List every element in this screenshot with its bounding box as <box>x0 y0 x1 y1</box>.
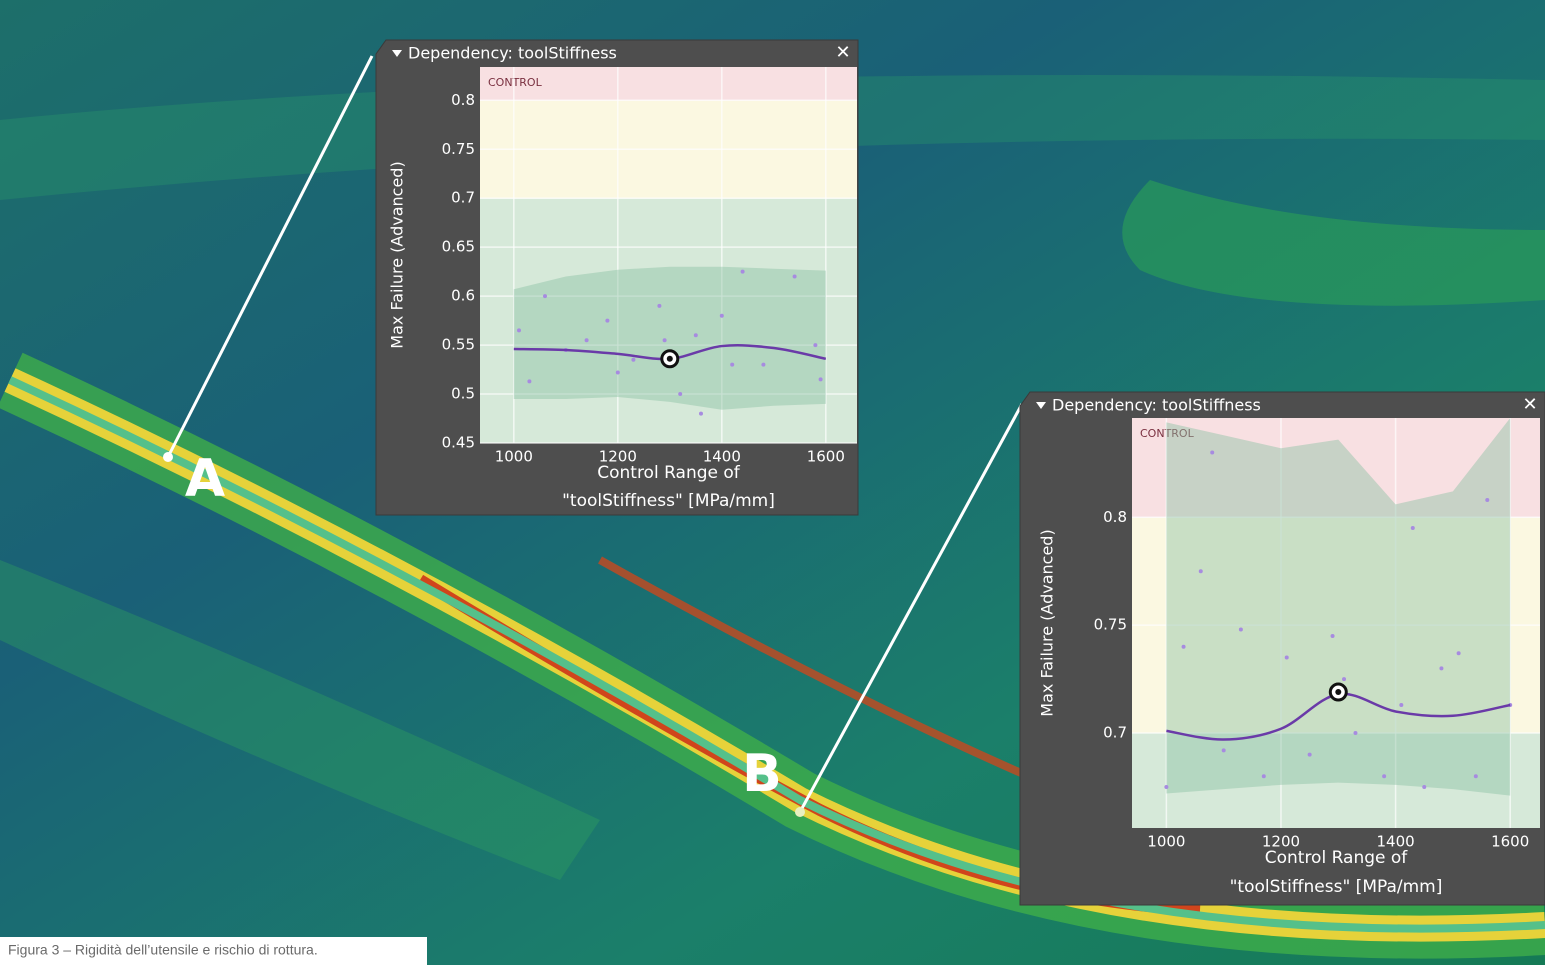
zone-label: CONTROL <box>1140 427 1195 440</box>
y-tick-label: 0.7 <box>1103 724 1127 742</box>
uncertainty-band <box>513 266 826 410</box>
sample-point <box>1198 569 1203 574</box>
sample-point <box>792 274 797 279</box>
y-tick-label: 0.8 <box>1103 508 1127 526</box>
sample-point <box>1181 644 1186 649</box>
x-axis-label: "toolStiffness" [MPa/mm] <box>562 491 775 511</box>
caption: Figura 3 – Rigidità dell’utensile e risc… <box>8 942 318 958</box>
sample-point <box>1221 748 1226 753</box>
leader-line <box>166 55 374 458</box>
x-tick-label: 1600 <box>1491 833 1529 851</box>
selected-point-core <box>666 355 673 362</box>
panel-title: Dependency: toolStiffness <box>1052 396 1261 415</box>
sample-point <box>813 343 818 348</box>
y-tick-label: 0.75 <box>1094 616 1127 634</box>
sample-point <box>740 269 745 274</box>
y-tick-label: 0.65 <box>442 238 475 256</box>
sample-point <box>730 362 735 367</box>
sample-point <box>517 328 521 333</box>
x-axis-label: "toolStiffness" [MPa/mm] <box>1230 877 1443 897</box>
sample-point <box>662 338 667 343</box>
close-button[interactable]: ✕ <box>835 42 850 63</box>
x-axis-label: Control Range of <box>1265 848 1409 868</box>
sample-point <box>543 294 547 299</box>
sample-point <box>605 318 610 323</box>
sample-point <box>719 313 724 318</box>
sample-point <box>1210 450 1215 455</box>
caption-box <box>0 937 427 965</box>
sample-point <box>1473 774 1478 779</box>
probe-label: A <box>185 449 225 509</box>
zone <box>1132 733 1540 828</box>
sample-point <box>1164 785 1169 789</box>
sample-point <box>699 411 703 416</box>
y-tick-label: 0.55 <box>442 336 475 354</box>
x-tick-label: 1200 <box>1262 833 1300 851</box>
background-streak <box>0 560 600 880</box>
sample-point <box>657 303 662 308</box>
sample-point <box>615 370 620 375</box>
y-tick-label: 0.6 <box>451 287 475 305</box>
sample-point <box>1422 785 1427 789</box>
sample-point <box>693 333 698 338</box>
sample-point <box>527 379 532 384</box>
y-tick-label: 0.45 <box>442 434 475 452</box>
stress-hotspot <box>598 556 1062 794</box>
y-tick-label: 0.5 <box>451 385 475 403</box>
sample-point <box>1439 666 1444 671</box>
zone-label: CONTROL <box>488 76 543 89</box>
y-tick-label: 0.7 <box>451 189 475 207</box>
sample-point <box>1485 498 1490 502</box>
background-streak <box>1122 180 1545 306</box>
sample-point <box>1307 752 1312 757</box>
y-axis-label: Max Failure (Advanced) <box>388 161 407 348</box>
sample-point <box>678 392 683 397</box>
sample-point <box>1456 651 1461 656</box>
probe-label: B <box>742 744 782 804</box>
probe-point <box>795 807 805 817</box>
sample-point <box>1342 677 1347 682</box>
sample-point <box>584 338 589 343</box>
close-button[interactable]: ✕ <box>1522 394 1537 415</box>
x-tick-label: 1200 <box>599 448 637 466</box>
collapse-toggle[interactable] <box>392 50 402 57</box>
y-tick-label: 0.8 <box>451 91 475 109</box>
panel-title: Dependency: toolStiffness <box>408 44 617 63</box>
sample-point <box>1353 731 1358 736</box>
sample-point <box>1261 774 1266 779</box>
sample-point <box>1410 526 1415 531</box>
selected-point-core <box>1335 689 1342 696</box>
stress-band <box>8 376 1545 933</box>
zone <box>480 198 857 443</box>
x-tick-label: 1400 <box>1377 833 1415 851</box>
sample-point <box>1330 633 1335 638</box>
zone <box>1132 418 1540 518</box>
probe-point <box>163 452 173 462</box>
x-tick-label: 1400 <box>703 448 741 466</box>
x-tick-label: 1000 <box>1147 833 1185 851</box>
sample-point <box>1399 703 1404 707</box>
sample-point <box>1382 774 1387 779</box>
sample-point <box>818 377 823 382</box>
sample-point <box>1284 655 1289 660</box>
collapse-toggle[interactable] <box>1036 402 1046 409</box>
y-tick-label: 0.75 <box>442 140 475 158</box>
sample-point <box>631 357 636 362</box>
x-tick-label: 1600 <box>807 448 845 466</box>
leader-line <box>798 403 1024 813</box>
sample-point <box>1238 627 1243 632</box>
x-tick-label: 1000 <box>495 448 533 466</box>
sample-point <box>761 362 766 367</box>
x-axis-label: Control Range of <box>597 463 741 483</box>
y-axis-label: Max Failure (Advanced) <box>1038 529 1057 716</box>
uncertainty-band <box>1166 418 1511 796</box>
zone <box>480 67 857 101</box>
